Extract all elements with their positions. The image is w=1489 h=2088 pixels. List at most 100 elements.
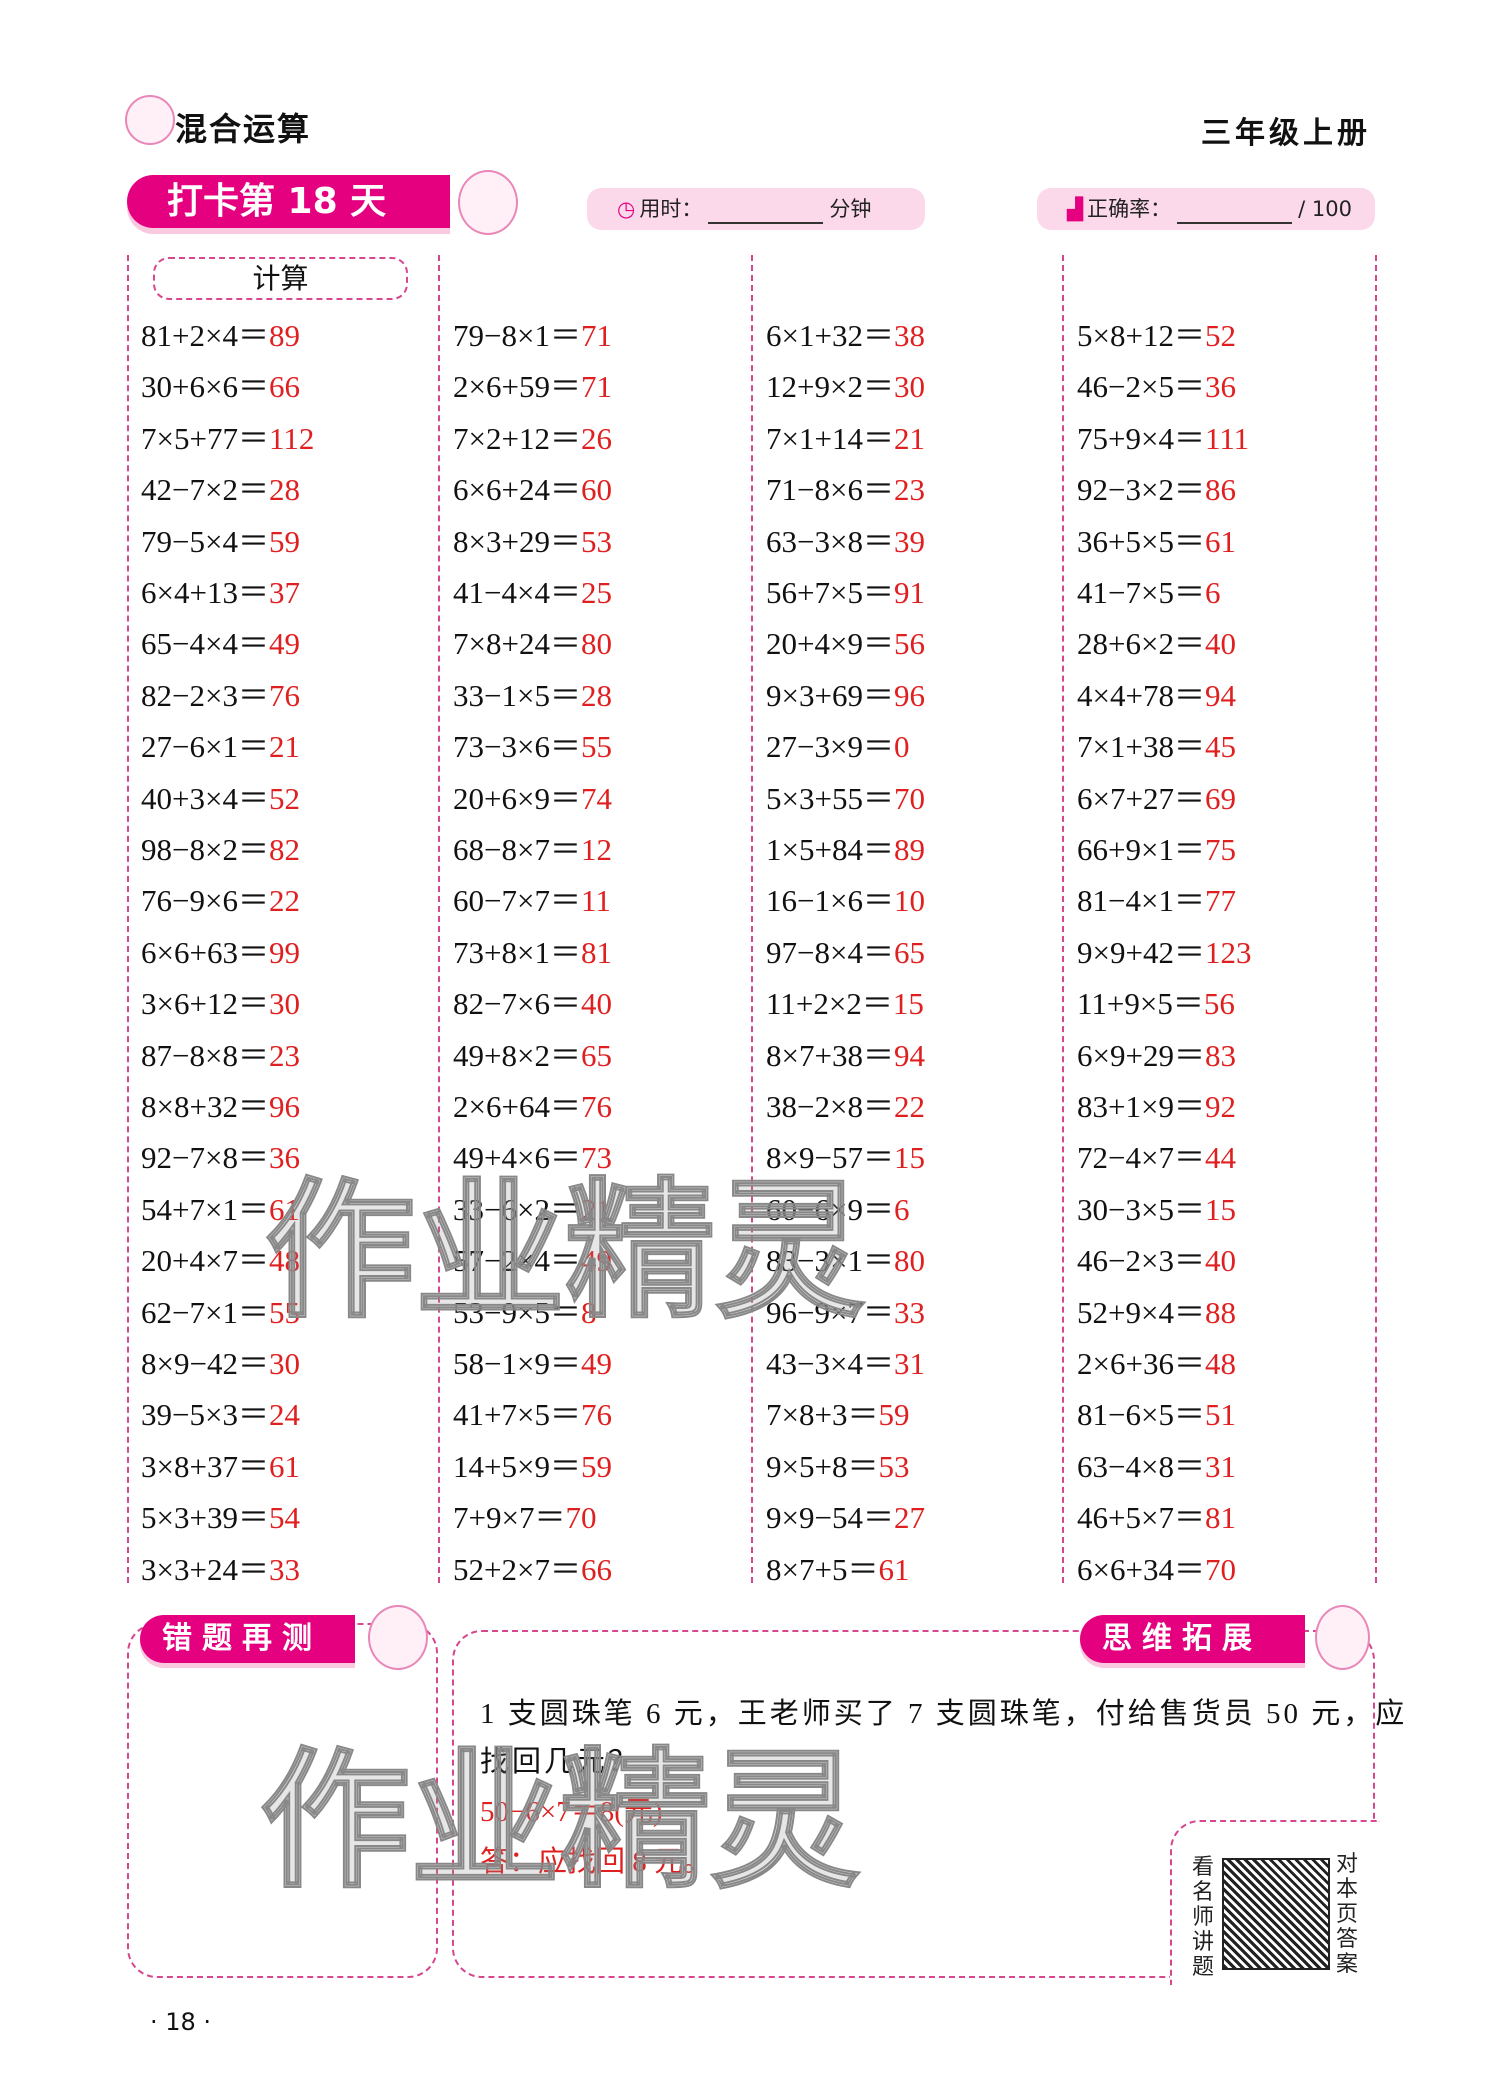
expression: 87−8×8＝	[141, 1037, 269, 1073]
answer: 96	[893, 677, 925, 713]
problem-text-2: 找回几元？	[480, 1746, 641, 1778]
bar-chart-icon: ▟	[1067, 197, 1084, 221]
equation: 28+6×2＝40	[1077, 618, 1236, 663]
equation: 3×3+24＝33	[141, 1544, 300, 1589]
bear-mascot-icon	[1315, 1605, 1370, 1670]
equation: 54+7×1＝61	[141, 1184, 300, 1229]
expression: 8×7+38＝	[766, 1037, 894, 1073]
answer: 54	[268, 1500, 300, 1536]
expression: 42−7×2＝	[141, 472, 269, 508]
answer: 77	[1204, 883, 1236, 919]
mouse-mascot-icon	[458, 170, 518, 235]
expression: 7×8+3＝	[766, 1397, 879, 1433]
review-box	[127, 1623, 438, 1978]
expression: 20+4×7＝	[141, 1243, 269, 1279]
expression: 83+1×9＝	[1077, 1089, 1205, 1124]
expression: 5×3+39＝	[141, 1500, 269, 1536]
qr-left-text: 看名师讲题	[1192, 1855, 1215, 1980]
expression: 62−7×1＝	[141, 1294, 269, 1330]
equation: 41−4×4＝25	[453, 567, 612, 612]
expression: 8×8+32＝	[141, 1089, 269, 1124]
answer: 70	[893, 780, 925, 816]
equation: 81−6×5＝51	[1077, 1389, 1236, 1434]
expression: 92−7×8＝	[141, 1140, 269, 1176]
equation: 3×6+12＝30	[141, 978, 300, 1023]
equation: 62−7×1＝55	[141, 1287, 300, 1332]
answer: 71	[580, 318, 612, 353]
equation: 30−3×5＝15	[1077, 1184, 1236, 1229]
expression: 82−2×3＝	[141, 677, 269, 713]
accuracy-label: 正确率：	[1087, 197, 1172, 221]
equation: 36+5×5＝61	[1077, 516, 1236, 561]
answer: 36	[268, 1140, 300, 1176]
expression: 83−3×1＝	[766, 1243, 894, 1279]
equation: 2×6+59＝71	[453, 361, 612, 406]
answer: 52	[1204, 318, 1236, 353]
equation: 71−8×6＝23	[766, 464, 925, 509]
expression: 41−7×5＝	[1077, 575, 1205, 610]
answer: 74	[580, 780, 612, 816]
cat-mascot-icon	[125, 95, 175, 145]
expression: 53−9×5＝	[453, 1294, 581, 1330]
equation: 1×5+84＝89	[766, 824, 925, 869]
equation: 8×9−57＝15	[766, 1132, 925, 1177]
answer: 15	[893, 1140, 925, 1176]
qr-right-text: 对本页答案	[1336, 1852, 1359, 1977]
answer: 82	[268, 832, 300, 867]
answer: 73	[580, 1140, 612, 1176]
expression: 1×5+84＝	[766, 832, 894, 867]
equation: 92−3×2＝86	[1077, 464, 1236, 509]
answer: 69	[1204, 780, 1236, 816]
answer: 6	[893, 1191, 910, 1227]
expression: 27−6×1＝	[141, 729, 269, 765]
equation: 33−6×2＝21	[453, 1184, 612, 1229]
time-blank[interactable]	[708, 196, 824, 224]
dog-mascot-icon	[368, 1605, 428, 1670]
answer: 25	[580, 575, 612, 610]
expression: 81−4×1＝	[1077, 883, 1205, 919]
expression: 4×4+78＝	[1077, 677, 1205, 713]
equation: 41+7×5＝76	[453, 1389, 612, 1434]
expression: 63−3×8＝	[766, 523, 894, 559]
divider	[1375, 255, 1377, 1583]
answer: 53	[878, 1448, 910, 1484]
expression: 49+4×6＝	[453, 1140, 581, 1176]
qr-code[interactable]	[1222, 1858, 1330, 1970]
answer: 94	[893, 1037, 925, 1073]
equation: 49+8×2＝65	[453, 1030, 612, 1075]
equation: 20+6×9＝74	[453, 773, 612, 818]
equation: 8×8+32＝96	[141, 1081, 300, 1126]
equation: 46−2×5＝36	[1077, 361, 1236, 406]
answer: 75	[1204, 832, 1236, 867]
day-badge: 打卡第 18 天	[127, 175, 450, 228]
equation: 92−7×8＝36	[141, 1132, 300, 1177]
answer: 31	[1204, 1448, 1236, 1484]
equation: 3×8+37＝61	[141, 1441, 300, 1486]
answer: 40	[1204, 1243, 1236, 1279]
expression: 2×6+59＝	[453, 369, 581, 405]
expression: 6×1+32＝	[766, 318, 894, 353]
expression: 52+2×7＝	[453, 1551, 581, 1587]
equation: 6×9+29＝83	[1077, 1030, 1236, 1075]
expression: 30−3×5＝	[1077, 1191, 1205, 1227]
expression: 36+5×5＝	[1077, 523, 1205, 559]
equation: 73−3×6＝55	[453, 721, 612, 766]
equation: 20+4×9＝56	[766, 618, 925, 663]
expression: 5×8+12＝	[1077, 318, 1205, 353]
answer: 48	[268, 1243, 300, 1279]
expression: 41+7×5＝	[453, 1397, 581, 1433]
equation: 7×2+12＝26	[453, 413, 612, 458]
expression: 20+6×9＝	[453, 780, 581, 816]
answer: 66	[580, 1551, 612, 1587]
expression: 92−3×2＝	[1077, 472, 1205, 508]
answer: 27	[893, 1500, 925, 1536]
expression: 82−7×6＝	[453, 986, 581, 1022]
time-label: 用时：	[639, 197, 703, 221]
answer: 65	[580, 1037, 612, 1073]
expression: 60−7×7＝	[453, 883, 581, 919]
equation: 72−4×7＝44	[1077, 1132, 1236, 1177]
expression: 71−8×6＝	[766, 472, 894, 508]
accuracy-blank[interactable]	[1177, 196, 1293, 224]
answer: 40	[580, 986, 612, 1022]
expression: 7×1+14＝	[766, 420, 894, 456]
